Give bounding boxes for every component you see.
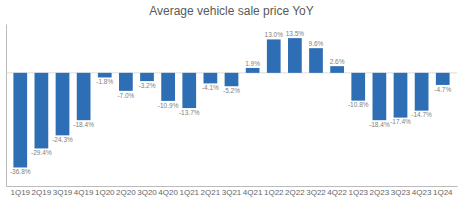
x-tick-label: 1Q20	[95, 188, 115, 197]
data-label: 2.6%	[330, 58, 345, 65]
bar	[119, 73, 133, 91]
data-label: -13.7%	[179, 109, 200, 116]
x-tick-label: 3Q20	[137, 188, 157, 197]
data-labels: -36.8% -29.4%-24.3% -18.4% -1.8% -7.0% -3.2% -…	[10, 30, 451, 175]
x-tick: 2Q19	[32, 186, 52, 197]
data-label: -36.8%	[10, 168, 31, 175]
data-label: -4.1%	[202, 84, 219, 91]
x-tick: 1Q22	[264, 186, 284, 197]
x-tick-label: 2Q20	[116, 188, 136, 197]
data-label: 13.0%	[265, 31, 284, 38]
x-tick-label: 3Q19	[53, 188, 73, 197]
bar	[330, 66, 344, 73]
x-tick: 3Q19	[53, 186, 73, 197]
x-tick: 2Q22	[285, 186, 305, 197]
x-axis: 1Q192Q193Q194Q191Q202Q203Q204Q201Q212Q21…	[7, 186, 458, 197]
plot: 1Q192Q193Q194Q191Q202Q203Q204Q201Q212Q21…	[6, 25, 458, 197]
chart: Average vehicle sale price YoY1Q192Q193Q…	[0, 0, 463, 202]
x-tick: 2Q23	[370, 186, 390, 197]
x-tick: 1Q23	[348, 186, 368, 197]
x-tick: 1Q21	[179, 186, 199, 197]
data-label: -10.9%	[158, 102, 179, 109]
bar	[351, 73, 365, 101]
x-tick-label: 2Q22	[285, 188, 305, 197]
x-tick: 1Q20	[95, 186, 115, 197]
bar	[35, 73, 49, 149]
bar	[225, 73, 239, 86]
bar	[415, 73, 429, 111]
title: Average vehicle sale price YoY	[149, 4, 314, 18]
x-tick: 3Q23	[391, 186, 411, 197]
x-tick: 1Q24	[433, 186, 453, 197]
x-tick-label: 4Q22	[327, 188, 347, 197]
x-tick: 2Q21	[201, 186, 221, 197]
bar	[161, 73, 175, 101]
data-label: -7.0%	[117, 92, 134, 99]
data-label: -29.4%	[31, 149, 52, 156]
y-axis	[6, 25, 7, 187]
y-axis-line	[6, 25, 7, 187]
bar	[98, 73, 112, 78]
bar	[13, 73, 27, 168]
bar	[246, 68, 260, 73]
bars	[13, 38, 449, 167]
x-tick-label: 1Q19	[10, 188, 30, 197]
bar	[436, 73, 450, 85]
bar	[373, 73, 387, 120]
data-label: -18.4%	[369, 121, 390, 128]
x-tick: 4Q22	[327, 186, 347, 197]
data-label: -5.2%	[223, 87, 240, 94]
data-label: 1.9%	[245, 60, 260, 67]
data-label: -10.8%	[348, 101, 369, 108]
x-tick-label: 4Q23	[412, 188, 432, 197]
bar	[140, 73, 154, 81]
bar	[394, 73, 408, 118]
x-tick-label: 3Q22	[306, 188, 326, 197]
x-tick-label: 4Q20	[158, 188, 178, 197]
data-label: -17.4%	[390, 118, 411, 125]
data-label: -4.7%	[434, 86, 451, 93]
x-tick: 4Q20	[158, 186, 178, 197]
x-tick: 4Q21	[243, 186, 263, 197]
bar	[288, 38, 302, 73]
x-tick: 4Q23	[412, 186, 432, 197]
x-tick: 3Q20	[137, 186, 157, 197]
x-tick-label: 1Q23	[348, 188, 368, 197]
data-label: -14.7%	[411, 111, 432, 118]
x-tick-label: 1Q22	[264, 188, 284, 197]
x-tick-label: 4Q21	[243, 188, 263, 197]
x-tick-label: 2Q23	[370, 188, 390, 197]
x-tick-label: 2Q21	[201, 188, 221, 197]
x-tick: 3Q22	[306, 186, 326, 197]
x-tick-label: 4Q19	[74, 188, 94, 197]
x-tick: 3Q21	[222, 186, 242, 197]
x-tick: 1Q19	[10, 186, 30, 197]
x-tick-label: 1Q24	[433, 188, 453, 197]
bar	[77, 73, 91, 120]
x-tick-label: 3Q21	[222, 188, 242, 197]
data-label: -24.3%	[52, 136, 73, 143]
x-tick: 4Q19	[74, 186, 94, 197]
x-tick-label: 3Q23	[391, 188, 411, 197]
bar	[56, 73, 70, 135]
x-tick: 2Q20	[116, 186, 136, 197]
data-label: -1.8%	[96, 78, 113, 85]
bar	[182, 73, 196, 108]
bar	[267, 39, 281, 72]
bar	[204, 73, 218, 84]
x-tick-label: 1Q21	[179, 188, 199, 197]
bar	[309, 48, 323, 73]
data-label: 13.5%	[286, 30, 305, 37]
x-tick-label: 2Q19	[32, 188, 52, 197]
data-label: -18.4%	[73, 121, 94, 128]
data-label: 9.6%	[309, 40, 324, 47]
data-label: -3.2%	[139, 82, 156, 89]
